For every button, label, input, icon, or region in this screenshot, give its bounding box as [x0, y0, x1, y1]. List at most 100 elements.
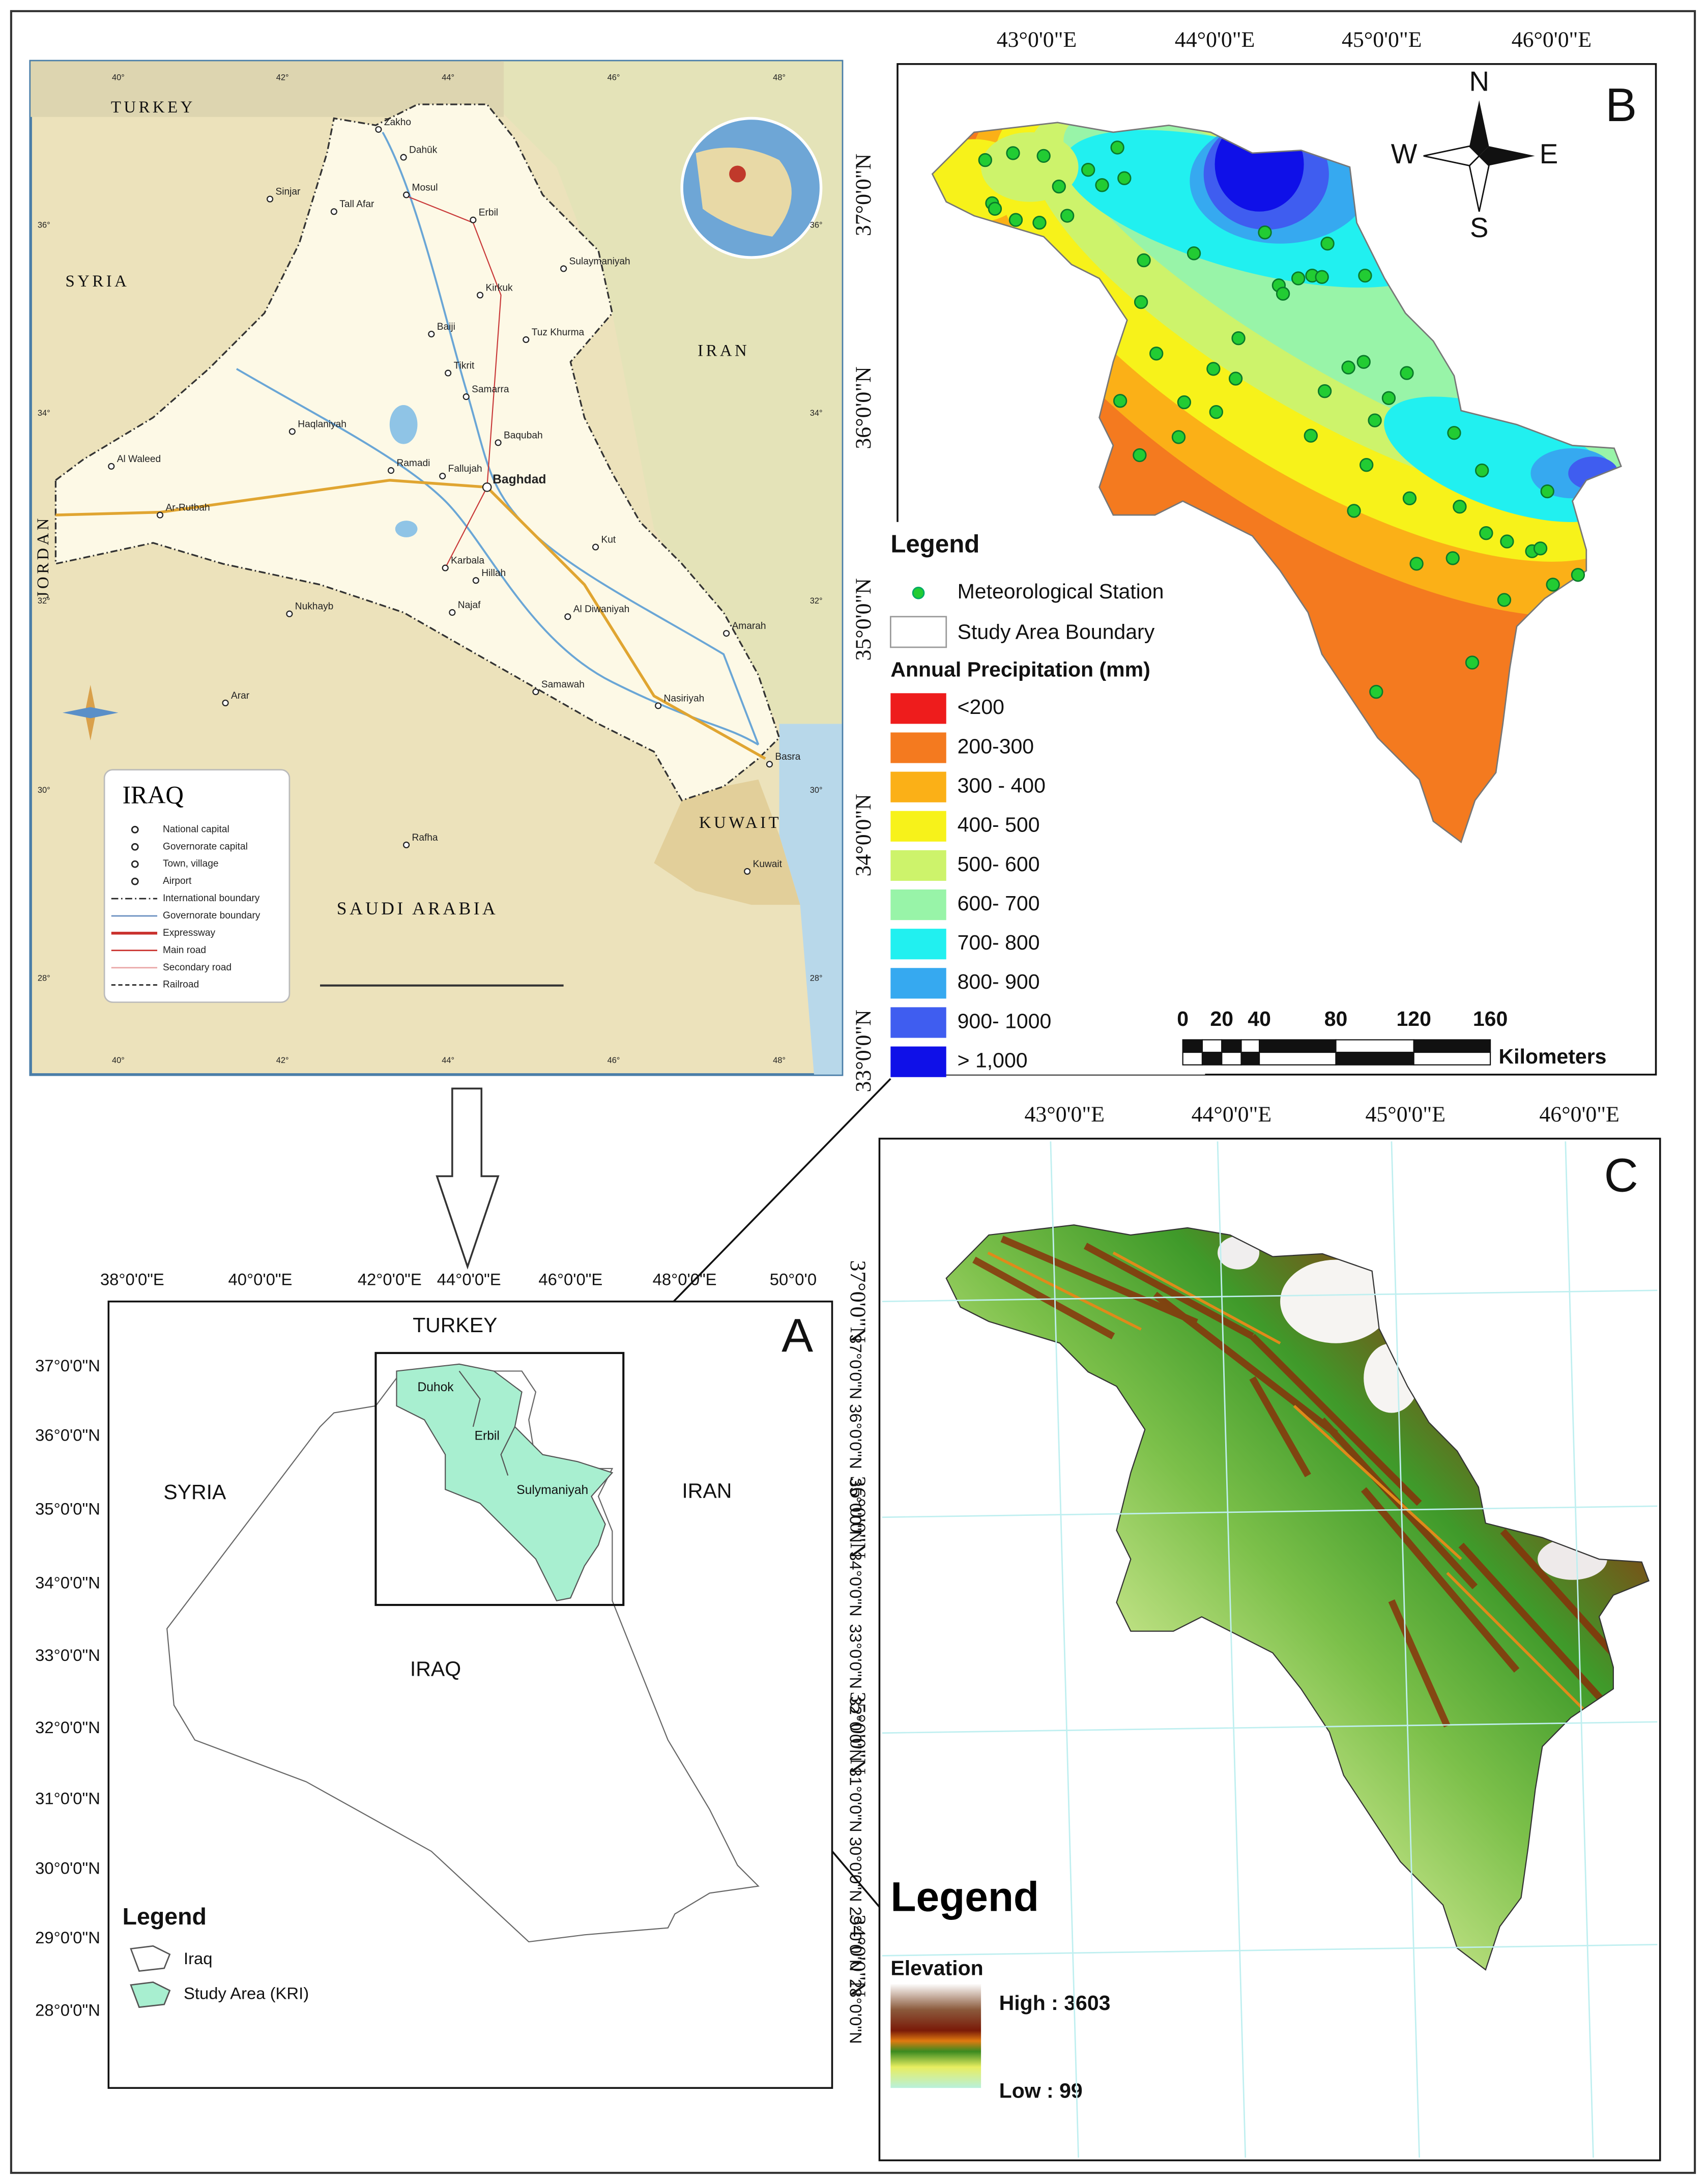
lon-label: 48°0'0"E — [653, 1270, 717, 1288]
city-marker — [288, 428, 296, 435]
lat-label: 35°0'0"N — [846, 1692, 870, 1774]
lon-label: 46° — [608, 1056, 620, 1065]
city-label: Nasiriyah — [664, 693, 705, 704]
legend-swatch — [890, 850, 946, 881]
lat-label: 33°0'0"N — [851, 1010, 876, 1092]
legend-swatch — [130, 1981, 171, 2008]
panel-b: B N S W E Legend Meteorological Station … — [851, 27, 1657, 1092]
legend-swatch — [889, 616, 947, 648]
city-label: Tuz Khurma — [532, 327, 585, 338]
lat-label: 32° — [810, 596, 823, 606]
city-label: Erbil — [479, 208, 498, 218]
city-label: Samarra — [472, 384, 509, 395]
city-marker — [744, 868, 751, 875]
legend-title: Legend — [890, 530, 979, 558]
station — [1110, 140, 1124, 155]
scale-bar — [1258, 1051, 1337, 1066]
legend-swatch — [890, 1046, 946, 1077]
city-label: Karbala — [451, 555, 484, 566]
lat-label: 36° — [810, 220, 823, 229]
city-label: Najaf — [458, 600, 481, 611]
city-marker — [403, 841, 410, 849]
lat-label: 37°0'0"N — [35, 1356, 100, 1375]
panel-letter: C — [1604, 1149, 1638, 1202]
compass-label: S — [1470, 212, 1488, 243]
graticule — [882, 1505, 1658, 1518]
lat-label: 33°0'0"N — [35, 1646, 100, 1664]
city-marker — [476, 292, 484, 299]
legend-item: 600- 700 — [958, 892, 1040, 915]
city-marker — [403, 191, 410, 198]
station — [1258, 225, 1272, 240]
city-label: Baghdad — [493, 473, 546, 486]
legend-item: Governorate capital — [163, 841, 248, 852]
station — [1368, 413, 1382, 427]
study-area — [396, 1363, 614, 1602]
legend-item: Study Area (KRI) — [184, 1984, 309, 2003]
city-marker — [472, 577, 479, 584]
city-label: Rafha — [412, 832, 438, 843]
station — [1347, 504, 1361, 518]
region-label: Erbil — [475, 1429, 500, 1443]
legend-swatch — [890, 811, 946, 842]
legend-high: High : 3603 — [999, 1991, 1111, 2015]
lat-label: 29°0'0"N — [35, 1928, 100, 1947]
lat-label: 31°0'0"N — [847, 1767, 865, 1832]
city-label: Kut — [601, 534, 616, 545]
lon-label: 45°0'0"E — [1342, 27, 1422, 52]
lat-label: 35°0'0"N — [851, 578, 876, 660]
country-label: JORDAN — [34, 515, 52, 598]
scale-bar — [1201, 1051, 1223, 1066]
lon-label: 46° — [608, 73, 620, 82]
lat-label: 30° — [38, 786, 50, 795]
city-label: Amarah — [732, 621, 766, 631]
lat-label: 30° — [810, 786, 823, 795]
city-label: Fallujah — [448, 464, 482, 474]
lon-label: 48° — [773, 73, 786, 82]
city-marker — [723, 630, 730, 637]
scale-unit: Kilometers — [1498, 1045, 1606, 1068]
country-label: SYRIA — [163, 1480, 226, 1504]
legend-item: National capital — [163, 824, 229, 835]
legend-title: Legend — [123, 1903, 207, 1930]
graticule — [882, 1721, 1658, 1734]
city-label: Kirkuk — [485, 282, 513, 293]
city-marker — [532, 688, 539, 696]
lon-label: 43°0'0"E — [1024, 1102, 1104, 1127]
city-marker — [387, 467, 395, 474]
graticule — [882, 1944, 1658, 1957]
city-marker — [286, 610, 293, 617]
station — [1360, 457, 1374, 472]
city-label: Zakho — [384, 117, 411, 128]
station — [1447, 426, 1461, 440]
iraq-legend-title: IRAQ — [123, 781, 184, 809]
governorate-boundary — [458, 1370, 515, 1476]
station — [1317, 384, 1332, 398]
station — [1571, 568, 1585, 582]
lon-label: 40° — [112, 73, 125, 82]
compass-label: N — [1469, 66, 1489, 97]
legend-symbol — [131, 825, 139, 834]
city-marker — [439, 472, 446, 480]
lon-label: 46°0'0"E — [538, 1270, 602, 1288]
station — [988, 202, 1002, 216]
elevation-ramp — [890, 1984, 981, 2088]
legend-swatch — [890, 693, 946, 724]
station — [1177, 395, 1192, 410]
globe-land — [696, 147, 792, 237]
station — [1008, 213, 1023, 227]
city-label: Haqlaniyah — [298, 419, 346, 429]
lat-label: 36°0'0"N — [35, 1426, 100, 1445]
station — [1540, 484, 1554, 499]
lat-label: 37°0'0"N — [851, 154, 876, 236]
legend-item: Iraq — [184, 1949, 213, 1968]
panel-letter: B — [1605, 78, 1637, 131]
station — [1465, 655, 1480, 670]
legend-swatch — [890, 771, 946, 802]
station — [1187, 246, 1201, 261]
globe-iraq — [729, 165, 746, 183]
station — [1081, 163, 1095, 177]
iraq-legend-box — [103, 769, 291, 1003]
city-marker — [564, 613, 571, 620]
